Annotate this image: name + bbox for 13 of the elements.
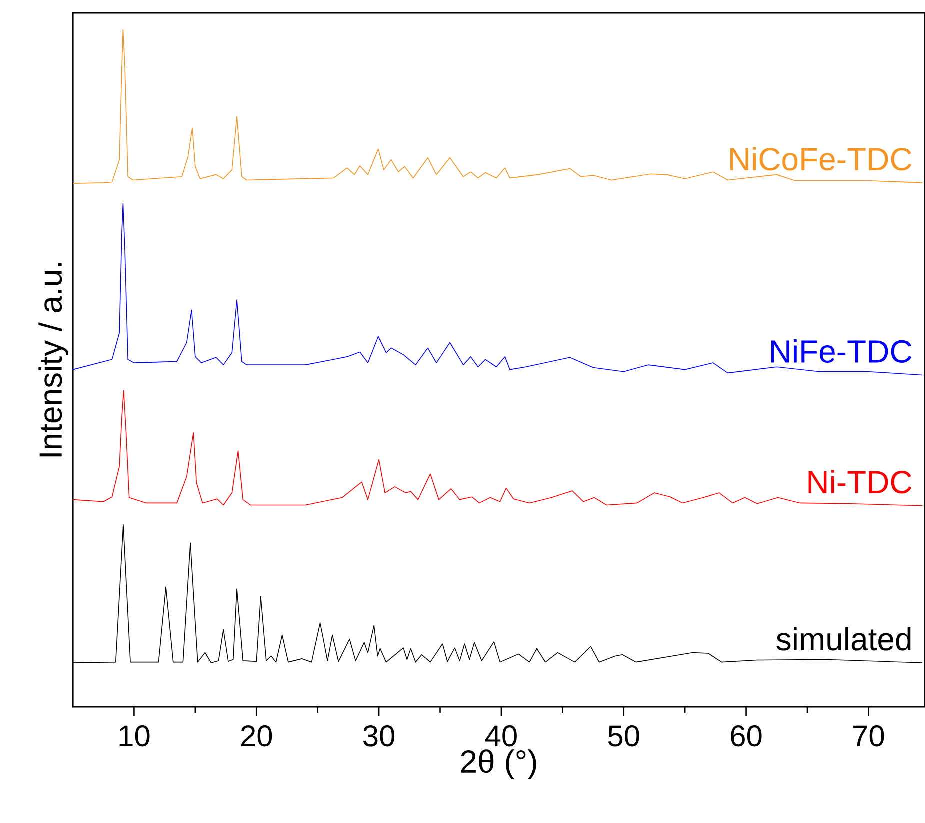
x-tick-label: 10 (120, 726, 150, 747)
x-tick-label: 40 (485, 726, 517, 747)
x-tick-label: 50 (608, 726, 640, 747)
x-axis-title: 2θ (°) (461, 750, 536, 780)
x-tick-label: 70 (854, 726, 884, 747)
x-tick-label: 60 (731, 726, 762, 747)
series-label: simulated (776, 627, 911, 651)
x-tick-label: 20 (241, 726, 272, 747)
series-label: NiFe-TDC (771, 340, 912, 364)
series-label: NiCoFe-TDC (730, 147, 912, 171)
series-label: Ni-TDC (808, 470, 912, 494)
y-axis-title: Intensity / a.u. (38, 263, 68, 457)
x-tick-label: 30 (364, 726, 395, 747)
